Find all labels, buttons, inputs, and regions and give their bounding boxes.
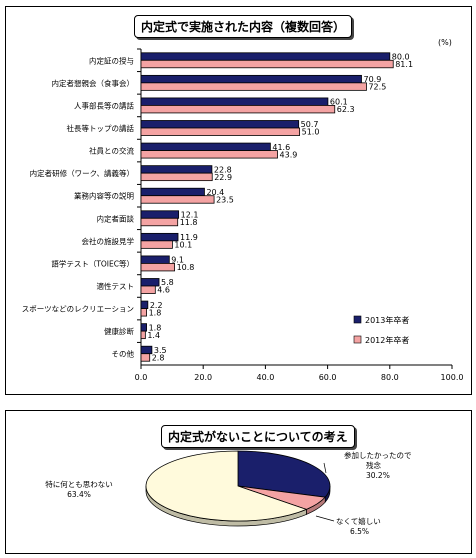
data-label: 11.8 bbox=[180, 218, 198, 227]
x-tick-label: 20.0 bbox=[194, 373, 212, 382]
legend-label-2012: 2012年卒者 bbox=[365, 335, 409, 345]
data-label: 10.1 bbox=[174, 241, 192, 250]
category-label: その他 bbox=[112, 349, 135, 359]
data-label: 41.6 bbox=[272, 143, 290, 152]
category-label: スポーツなどのレクリエーション bbox=[22, 305, 134, 314]
pie-leader-line bbox=[323, 462, 327, 474]
data-label: 51.0 bbox=[302, 128, 320, 137]
data-label: 5.8 bbox=[161, 278, 174, 287]
bar-2013 bbox=[140, 255, 170, 264]
pie-label: 残念 bbox=[366, 460, 381, 470]
data-label: 1.8 bbox=[149, 323, 162, 332]
data-label: 11.9 bbox=[180, 233, 198, 242]
data-label: 10.8 bbox=[177, 263, 195, 272]
bar-chart-title: 内定式で実施された内容（複数回答） bbox=[134, 15, 353, 38]
legend-swatch-2013 bbox=[353, 315, 362, 324]
data-label: 22.8 bbox=[214, 165, 232, 174]
data-label: 3.5 bbox=[154, 346, 167, 355]
bar-2012 bbox=[140, 127, 301, 136]
legend-label-2013: 2013年卒者 bbox=[365, 315, 409, 325]
data-label: 43.9 bbox=[280, 150, 298, 159]
bar-2012 bbox=[140, 105, 336, 114]
data-label: 72.5 bbox=[368, 83, 386, 92]
data-label: 50.7 bbox=[301, 120, 319, 129]
data-label: 12.1 bbox=[181, 210, 199, 219]
pie-percent-label: 30.2% bbox=[366, 471, 390, 480]
data-label: 2.8 bbox=[152, 353, 165, 362]
bar-chart-panel: 内定式で実施された内容（複数回答） (%) 0.0 20.0 40.0 60.0 80.0… bbox=[5, 6, 472, 395]
x-tick-label: 100.0 bbox=[441, 373, 464, 382]
bar-2013 bbox=[140, 165, 213, 174]
data-label: 20.4 bbox=[206, 188, 224, 197]
data-label: 60.1 bbox=[330, 98, 348, 107]
bar-2012 bbox=[140, 285, 156, 294]
category-label: 社長等トップの講話 bbox=[67, 123, 135, 133]
bar-2013 bbox=[140, 97, 329, 106]
bar-2013 bbox=[140, 187, 205, 197]
x-tick-label: 60.0 bbox=[319, 373, 337, 382]
data-label: 1.4 bbox=[147, 331, 160, 340]
bar-2013 bbox=[140, 74, 362, 84]
bar-2013 bbox=[140, 120, 300, 129]
x-tick-label: 80.0 bbox=[381, 373, 399, 382]
pie-slice bbox=[145, 450, 308, 522]
bar-2012 bbox=[140, 263, 175, 272]
category-label: 語学テスト（TOIEC等） bbox=[51, 258, 134, 268]
bar-2013 bbox=[140, 232, 179, 242]
bar-2012 bbox=[140, 59, 394, 69]
category-label: 内定者懇親会（食事会） bbox=[52, 78, 135, 88]
category-label: 社員との交流 bbox=[89, 146, 134, 156]
bar-2012 bbox=[140, 330, 146, 340]
pie-percent-label: 6.5% bbox=[350, 527, 369, 536]
data-label: 81.1 bbox=[395, 60, 413, 69]
x-tick-label: 0.0 bbox=[135, 373, 148, 382]
pie-label: なくて嬉しい bbox=[336, 516, 381, 526]
bar-2012 bbox=[140, 217, 179, 227]
bar-2012 bbox=[140, 353, 151, 362]
bar-2012 bbox=[140, 172, 213, 182]
legend-swatch-2012 bbox=[353, 335, 362, 344]
data-label: 4.6 bbox=[157, 286, 170, 295]
pie-slice bbox=[237, 450, 331, 498]
data-label: 23.5 bbox=[216, 195, 234, 204]
category-label: 内定証の授与 bbox=[89, 55, 134, 65]
x-tick-label: 40.0 bbox=[256, 373, 274, 382]
bar-2013 bbox=[140, 300, 149, 309]
unit-label: (%) bbox=[438, 38, 452, 47]
data-label: 2.2 bbox=[150, 301, 163, 310]
bar-2013 bbox=[140, 52, 391, 61]
bar-2012 bbox=[140, 150, 278, 159]
category-label: 内定者面談 bbox=[97, 213, 135, 223]
category-label: 内定者研修（ワーク、講義等） bbox=[30, 168, 134, 178]
data-label: 1.8 bbox=[149, 308, 162, 317]
pie-label: 参加したかったので bbox=[344, 450, 412, 460]
bar-2013 bbox=[140, 345, 153, 355]
bar-2012 bbox=[140, 308, 147, 317]
bar-2013 bbox=[140, 210, 180, 219]
category-label: 適性テスト bbox=[97, 281, 135, 291]
data-label: 70.9 bbox=[363, 75, 381, 84]
category-label: 会社の施設見学 bbox=[82, 236, 135, 246]
category-label: 人事部長等の講話 bbox=[74, 100, 134, 110]
bar-2012 bbox=[140, 82, 367, 91]
data-label: 62.3 bbox=[337, 105, 355, 114]
bar-2012 bbox=[140, 195, 215, 204]
category-label: 業務内容等の説明 bbox=[74, 191, 134, 201]
pie-leader-line bbox=[315, 515, 335, 522]
pie-percent-label: 63.4% bbox=[67, 490, 91, 499]
data-label: 22.9 bbox=[214, 173, 232, 182]
pie-label: 特に何とも思わない bbox=[45, 479, 113, 489]
pie-chart-title: 内定式がないことについての考え bbox=[161, 425, 355, 448]
data-label: 9.1 bbox=[171, 256, 184, 265]
bar-2012 bbox=[140, 240, 173, 249]
bar-2013 bbox=[140, 142, 271, 151]
pie-chart-panel: 内定式がないことについての考え 参加したかったので 残念 30.2% なくて嬉しい 6.… bbox=[5, 410, 472, 554]
data-label: 80.0 bbox=[392, 52, 410, 61]
bar-2013 bbox=[140, 323, 147, 332]
category-label: 健康診断 bbox=[104, 326, 134, 336]
